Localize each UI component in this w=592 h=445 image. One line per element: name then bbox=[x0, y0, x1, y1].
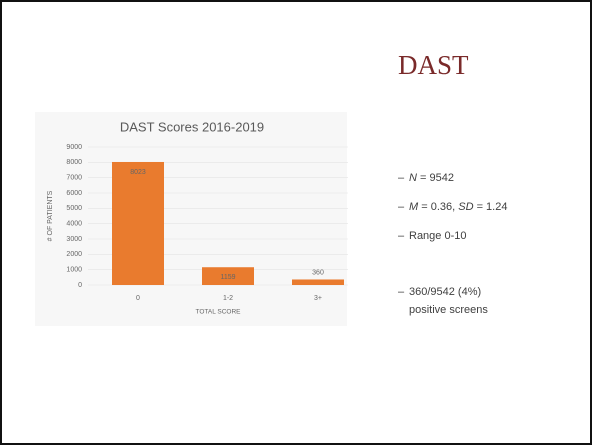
data-label: 1159 bbox=[220, 274, 235, 281]
y-tick-label: 6000 bbox=[66, 190, 82, 197]
bullet-segment: SD bbox=[458, 201, 473, 213]
bullet-text: M = 0.36, SD = 1.24 bbox=[409, 201, 507, 213]
bullet-dash: – bbox=[398, 201, 405, 213]
data-label: 8023 bbox=[130, 169, 146, 176]
bullet-text: N = 9542 bbox=[409, 172, 454, 184]
y-tick-label: 5000 bbox=[66, 205, 82, 212]
bullet-segment: = 9542 bbox=[417, 172, 454, 184]
bullet-segment: 360/9542 (4%) bbox=[409, 286, 481, 298]
bullet-segment: M bbox=[409, 201, 419, 213]
y-tick-label: 2000 bbox=[66, 251, 82, 258]
bullet-segment: positive screens bbox=[409, 304, 488, 316]
y-tick-label: 9000 bbox=[66, 144, 82, 151]
y-tick-label: 0 bbox=[78, 282, 82, 289]
chart-title: DAST Scores 2016-2019 bbox=[120, 119, 264, 134]
y-tick-label: 1000 bbox=[66, 267, 82, 274]
y-tick-label: 4000 bbox=[66, 221, 82, 228]
bullet-segment: Range 0-10 bbox=[409, 230, 467, 242]
bullet-segment: = 0.36, bbox=[418, 201, 458, 213]
y-tick-label: 8000 bbox=[66, 159, 82, 166]
y-tick-label: 3000 bbox=[66, 236, 82, 243]
bar bbox=[202, 267, 254, 285]
y-tick-label: 7000 bbox=[66, 175, 82, 182]
bullet-segment: N bbox=[409, 172, 417, 184]
bullet-segment: = 1.24 bbox=[474, 201, 508, 213]
x-tick-label: 3+ bbox=[314, 295, 322, 302]
bar bbox=[112, 161, 164, 285]
y-axis-label: # OF PATIENTS bbox=[47, 190, 54, 241]
x-tick-label: 1-2 bbox=[223, 295, 233, 302]
bullet-dash: – bbox=[398, 286, 405, 298]
x-axis-label: TOTAL SCORE bbox=[195, 309, 241, 316]
bullet-text: Range 0-10 bbox=[409, 230, 467, 242]
bullet-text: 360/9542 (4%) bbox=[409, 286, 481, 298]
data-label: 360 bbox=[312, 269, 324, 276]
slide-title: DAST bbox=[398, 50, 469, 80]
bar bbox=[292, 279, 344, 285]
bullet-dash: – bbox=[398, 230, 405, 242]
bullet-dash: – bbox=[398, 172, 405, 184]
chart-background bbox=[35, 112, 347, 326]
bullet-text: positive screens bbox=[409, 304, 488, 316]
x-tick-label: 0 bbox=[136, 295, 140, 302]
